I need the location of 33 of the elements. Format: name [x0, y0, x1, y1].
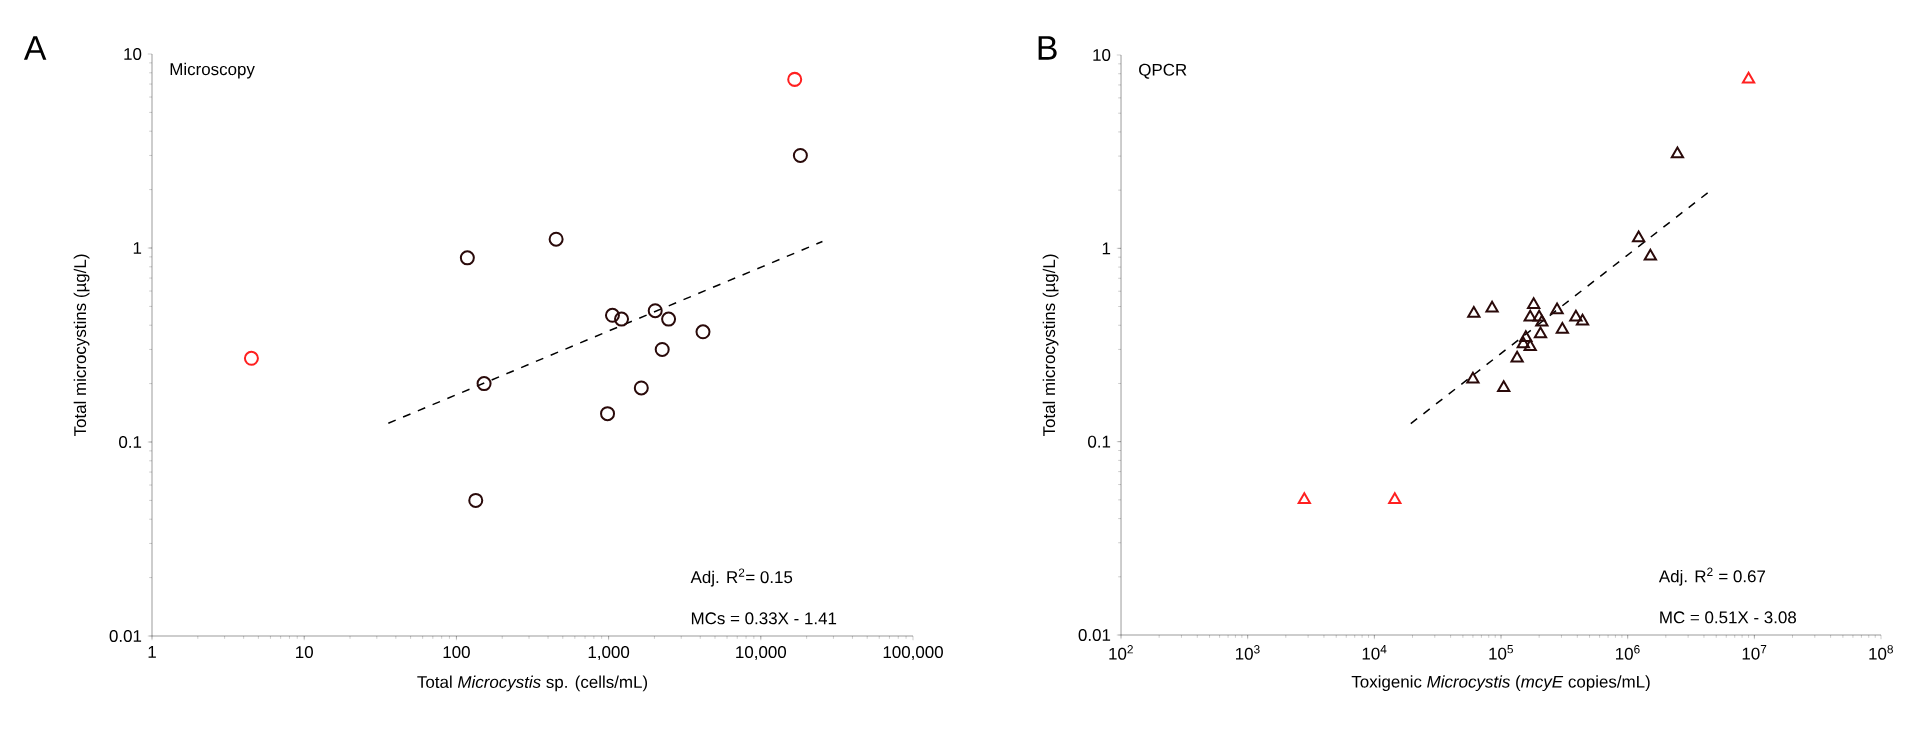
x-tick-label: 10,000 — [736, 646, 787, 661]
y-tick-label: 10 — [1093, 49, 1111, 61]
y-axis-title: Total microcystins (µg/L) — [1042, 254, 1059, 437]
x-tick-label: 10 — [296, 646, 313, 659]
chart-title: B — [1038, 36, 1057, 60]
y-tick-label: 0.01 — [1078, 629, 1111, 642]
annotation: MCs = 0.33X - 1.41 — [691, 612, 837, 625]
chart-subtitle: QPCR — [1139, 63, 1187, 79]
x-tick-label: 100 — [443, 646, 470, 659]
y-tick-label: 0.1 — [119, 436, 142, 448]
y-tick-label: 1 — [133, 242, 142, 254]
x-axis-title: Toxigenic Microcystis (mcyE copies/mL) — [1351, 675, 1650, 692]
y-axis-title: Total microcystins (µg/L) — [73, 254, 90, 437]
x-tick-label: 10$^{3}$ — [1236, 645, 1260, 660]
x-tick-label: 10$^{5}$ — [1489, 645, 1513, 660]
y-tick-label: 0.01 — [109, 630, 142, 643]
chart-subtitle: Microscopy — [170, 62, 255, 79]
x-tick-label: 100,000 — [883, 646, 943, 661]
x-tick-label: 1,000 — [588, 646, 630, 661]
x-tick-label: 10$^{8}$ — [1869, 645, 1893, 660]
x-tick-label: 10$^{7}$ — [1742, 645, 1767, 660]
y-tick-label: 10 — [124, 48, 142, 60]
x-axis-title: Total Microcystis sp. (cells/mL) — [417, 675, 648, 692]
annotation: Adj. R$^{2}$= 0.15 — [690, 568, 793, 587]
x-tick-label: 10$^{2}$ — [1109, 645, 1133, 660]
annotation: MC = 0.51X - 3.08 — [1660, 611, 1797, 624]
y-tick-label: 0.1 — [1088, 435, 1111, 448]
x-tick-label: 10$^{4}$ — [1362, 645, 1387, 660]
x-tick-label: 1 — [148, 646, 156, 658]
y-tick-label: 1 — [1102, 242, 1111, 255]
x-tick-label: 10$^{6}$ — [1616, 645, 1640, 660]
chart-title: A — [23, 36, 47, 60]
annotation: Adj. R$^{2}$ = 0.67 — [1658, 567, 1766, 586]
